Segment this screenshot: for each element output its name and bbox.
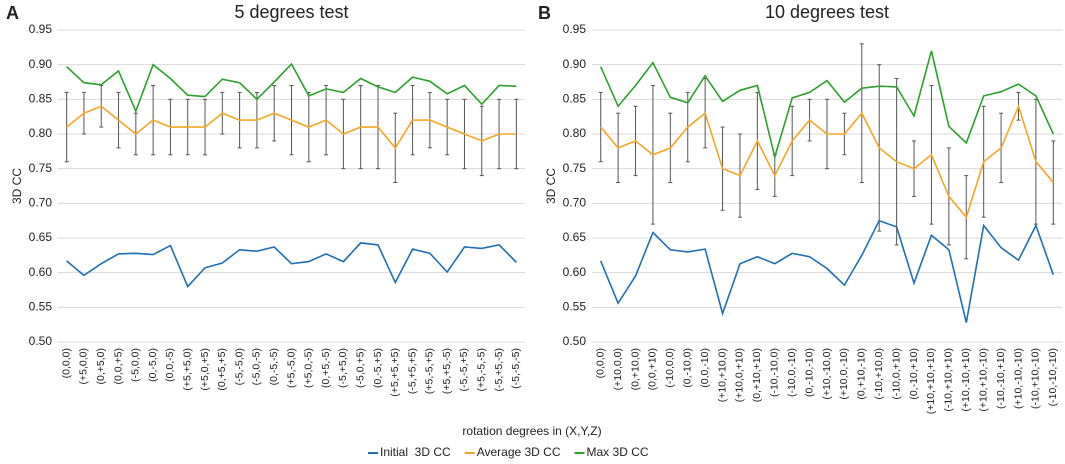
- x-tick-label: (-10,0,+10): [890, 348, 902, 400]
- x-axis-label: rotation degrees in (X,Y,Z): [462, 424, 601, 438]
- x-tick-label: (-5,0,+5): [354, 348, 366, 388]
- legend-label: Average 3D CC: [477, 445, 561, 459]
- x-tick-label: (-5,-5,-5): [510, 348, 522, 389]
- x-tick-label: (0,+10,-10): [856, 348, 868, 400]
- x-tick-label: (-10,-10,0): [769, 348, 781, 397]
- x-tick-label: (0,0,-5): [164, 348, 176, 382]
- x-tick-label: (0,-5,-5): [268, 348, 280, 385]
- y-tick-label: 0.55: [563, 300, 587, 314]
- x-tick-label: (-10,0,-10): [786, 348, 798, 397]
- x-tick-label: (+5,+5,-5): [441, 348, 453, 394]
- x-tick-label: (0,0,0): [594, 348, 606, 378]
- x-tick-label: (+10,0,0): [612, 348, 624, 390]
- x-tick-label: (0,+5,0): [95, 348, 107, 384]
- series-line: [66, 62, 517, 114]
- x-tick-label: (+5,0,+5): [199, 348, 211, 391]
- y-tick-label: 0.95: [29, 22, 53, 36]
- panel-label: B: [538, 3, 551, 23]
- y-tick-label: 0.75: [563, 161, 587, 175]
- y-tick-label: 0.90: [563, 57, 587, 71]
- x-tick-label: (+10,+10,+10): [925, 348, 937, 414]
- x-tick-label: (0,+10,0): [629, 348, 641, 390]
- x-tick-label: (+5,+5,+5): [389, 348, 401, 397]
- x-tick-label: (+5,-5,0): [285, 348, 297, 388]
- y-tick-label: 0.50: [563, 334, 587, 348]
- y-tick-label: 0.70: [563, 196, 587, 210]
- legend-label: Initial 3D CC: [380, 445, 451, 459]
- x-tick-label: (-10,-10,+10): [995, 348, 1007, 409]
- y-tick-label: 0.55: [29, 300, 53, 314]
- x-tick-label: (0,+10,+10): [751, 348, 763, 402]
- x-tick-label: (+10,+10,0): [716, 348, 728, 402]
- x-tick-label: (+10,-10,0): [821, 348, 833, 400]
- x-tick-label: (0,0,+5): [112, 348, 124, 384]
- x-tick-label: (+10,0,+10): [734, 348, 746, 402]
- x-tick-label: (0,-10,+10): [908, 348, 920, 400]
- x-tick-label: (-5,0,0): [130, 348, 142, 382]
- x-tick-label: (+5,-5,-5): [476, 348, 488, 391]
- x-tick-label: (+5,0,0): [78, 348, 90, 384]
- y-tick-label: 0.65: [29, 230, 53, 244]
- y-tick-label: 0.85: [563, 92, 587, 106]
- chart-title: 10 degrees test: [765, 2, 889, 22]
- y-axis-label: 3D CC: [544, 168, 558, 204]
- y-tick-label: 0.80: [563, 126, 587, 140]
- x-tick-label: (0,+5,+5): [216, 348, 228, 391]
- x-tick-label: (0,+5,-5): [320, 348, 332, 388]
- series-line: [600, 103, 1054, 219]
- y-tick-label: 0.65: [563, 230, 587, 244]
- x-tick-label: (+10,-10,+10): [960, 348, 972, 412]
- x-tick-label: (-5,0,-5): [251, 348, 263, 385]
- x-tick-label: (+5,+5,0): [182, 348, 194, 391]
- x-tick-label: (+10,+10,-10): [977, 348, 989, 412]
- x-tick-label: (0,-10,0): [682, 348, 694, 388]
- y-tick-label: 0.50: [29, 334, 53, 348]
- series-line: [66, 242, 517, 288]
- x-tick-label: (0,-5,+5): [372, 348, 384, 388]
- x-tick-label: (0,-10,-10): [803, 348, 815, 397]
- x-tick-label: (-5,-5,0): [233, 348, 245, 385]
- y-tick-label: 0.60: [563, 265, 587, 279]
- x-tick-label: (-5,+5,+5): [406, 348, 418, 394]
- y-tick-label: 0.60: [29, 265, 53, 279]
- y-axis-label: 3D CC: [10, 168, 24, 204]
- series-line: [599, 50, 1055, 160]
- x-tick-label: (-5,-5,+5): [458, 348, 470, 391]
- x-tick-label: (+10,-10,-10): [1012, 348, 1024, 409]
- x-tick-label: (-10,0,0): [664, 348, 676, 388]
- x-tick-label: (-10,+10,-10): [1030, 348, 1042, 409]
- x-tick-label: (+5,-5,+5): [424, 348, 436, 394]
- chart-title: 5 degrees test: [234, 2, 348, 22]
- x-tick-label: (0,-5,0): [147, 348, 159, 382]
- series-line: [66, 105, 517, 150]
- y-tick-label: 0.90: [29, 57, 53, 71]
- series-line: [599, 219, 1055, 323]
- x-tick-label: (0,0,0): [60, 348, 72, 378]
- x-tick-label: (-10,-10,-10): [1047, 348, 1059, 406]
- panel-label: A: [6, 3, 19, 23]
- y-tick-label: 0.70: [29, 196, 53, 210]
- x-tick-label: (-10,+10,+10): [943, 348, 955, 412]
- y-tick-label: 0.75: [29, 161, 53, 175]
- x-tick-label: (-10,+10,0): [873, 348, 885, 400]
- y-tick-label: 0.80: [29, 126, 53, 140]
- x-tick-label: (-5,+5,0): [337, 348, 349, 388]
- x-tick-label: (+5,0,-5): [303, 348, 315, 388]
- y-tick-label: 0.85: [29, 92, 53, 106]
- y-tick-label: 0.95: [563, 22, 587, 36]
- x-tick-label: (0,0,-10): [699, 348, 711, 388]
- x-tick-label: (0,0,+10): [647, 348, 659, 390]
- legend-label: Max 3D CC: [587, 445, 649, 459]
- x-tick-label: (+10,0,-10): [838, 348, 850, 400]
- x-tick-label: (-5,+5,-5): [493, 348, 505, 391]
